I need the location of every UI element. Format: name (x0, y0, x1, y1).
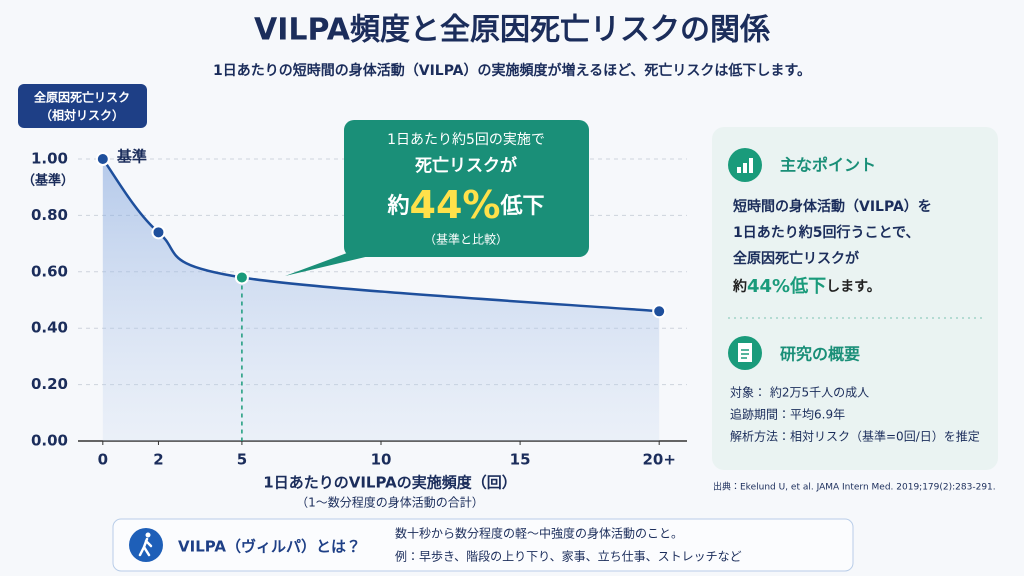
subtitle: 1日あたりの短時間の身体活動（VILPA）の実施頻度が増えるほど、死亡リスクは低… (213, 62, 811, 79)
x-tick-label: 5 (237, 451, 247, 469)
callout-prefix: 約 (387, 193, 410, 219)
callout-line: 1日あたり約5回の実施で (387, 132, 545, 148)
annotation: 基準 (116, 148, 147, 166)
points-line: 短時間の身体活動（VILPA）を (733, 198, 932, 215)
point (234, 270, 249, 285)
y-tick-label: 0.80 (31, 206, 68, 224)
callout-suffix: 低下 (499, 194, 544, 219)
x-tick-label: 0 (98, 451, 108, 469)
y-tick-label: 1.00 (31, 150, 68, 168)
side-panel (712, 127, 998, 470)
points-line: 1日あたり約5回行うことで、 (733, 224, 920, 241)
callout-highlight: 44% (410, 183, 501, 227)
plot: 0.00 0.20 0.40 0.60 0.80 1.00 （基準） 0 2 5 10 15 20+ 基準 (22, 148, 687, 469)
points-highlight: 44%低下 (747, 275, 826, 297)
y-label-box (18, 84, 147, 128)
points-line: 約44%低下します。 (732, 275, 881, 297)
icon-part (749, 158, 753, 173)
footer-box (112, 518, 854, 572)
callout-highlight-line: 約44%低下 (387, 183, 545, 227)
point (151, 225, 166, 240)
line (101, 158, 660, 313)
point (652, 304, 667, 319)
study-line: 追跡期間：平均6.9年 (730, 407, 845, 422)
icon-part (138, 537, 153, 557)
x-tick-label: 2 (153, 451, 163, 469)
points-line: 全原因死亡リスクが (733, 250, 860, 267)
callout-line: 死亡リスクが (414, 155, 517, 176)
footer-line: 数十秒から数分程度の軽〜中強度の身体活動のこと。 (395, 526, 683, 541)
icon-part (738, 343, 752, 362)
icon-part (145, 532, 151, 538)
points-prefix: 約 (732, 278, 747, 295)
x-tick-label: 15 (510, 451, 531, 469)
callout-box (344, 120, 589, 257)
y-axis-label: 全原因死亡リスク (34, 90, 130, 105)
y-tick-label: 0.40 (31, 319, 68, 337)
points-suffix: します。 (826, 279, 881, 295)
y-axis-label: （相対リスク） (40, 108, 124, 123)
callout-note: （基準と比較） (424, 232, 508, 247)
footer-title: VILPA（ヴィルパ）とは？ (178, 538, 361, 556)
points-title: 主なポイント (780, 156, 876, 175)
y-tick-label: 0.20 (31, 375, 68, 393)
x-tick-label: 20+ (642, 451, 675, 469)
x-axis-label: 1日あたりのVILPAの実施頻度（回） (263, 474, 516, 492)
y-tick-label: 0.60 (31, 262, 68, 280)
point (95, 152, 110, 166)
callout-pointer (285, 250, 395, 276)
x-axis-sublabel: （1〜数分程度の身体活動の合計） (296, 495, 484, 510)
study-line: 対象： 約2万5千人の成人 (730, 385, 869, 400)
study-line: 解析方法：相対リスク（基準=0回/日）を推定 (730, 429, 980, 444)
y-tick-label: 0.00 (31, 432, 68, 450)
icon-part (743, 163, 747, 173)
x-tick-label: 10 (371, 451, 392, 469)
source: 出典：Ekelund U, et al. JAMA Intern Med. 20… (713, 481, 996, 493)
study-title: 研究の概要 (780, 345, 860, 364)
footer-line: 例：早歩き、階段の上り下り、家事、立ち仕事、ストレッチなど (395, 549, 742, 564)
title: VILPA頻度と全原因死亡リスクの関係 (254, 13, 770, 48)
icon-part (737, 167, 741, 173)
area (102, 159, 660, 441)
annotation: （基準） (22, 173, 74, 189)
